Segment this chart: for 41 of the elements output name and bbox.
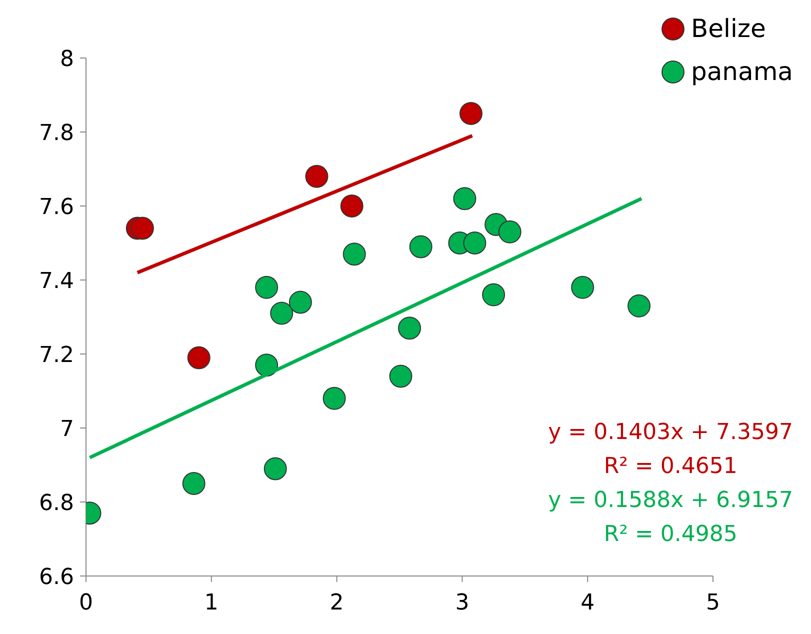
- x-tick-label: 5: [706, 590, 720, 616]
- x-tick-label: 2: [330, 590, 344, 616]
- point: [463, 232, 486, 254]
- y-tick-label: 6.6: [39, 564, 74, 590]
- point: [628, 294, 651, 318]
- point: [571, 276, 594, 299]
- point: [305, 164, 328, 188]
- point: [482, 283, 506, 306]
- annotation: R² = 0.4985: [602, 521, 738, 549]
- y-tick-label: 7.6: [39, 194, 74, 220]
- y-tick-label: 6.8: [39, 490, 74, 516]
- point: [182, 472, 206, 495]
- point: [340, 194, 364, 218]
- y-tick-label: 8: [60, 46, 74, 72]
- point: [264, 457, 287, 480]
- y-tick-label: 7: [60, 416, 74, 442]
- point: [409, 235, 432, 258]
- annotation: R² = 0.4651: [602, 453, 738, 481]
- point: [270, 302, 294, 325]
- x-tick-label: 1: [204, 590, 218, 616]
- point: [288, 290, 312, 314]
- point: [342, 242, 366, 266]
- annotation: y = 0.1403x + 7.3597: [548, 419, 793, 447]
- x-tick-label: 0: [79, 590, 93, 616]
- annotation: y = 0.1588x + 6.9157: [548, 487, 793, 515]
- y-tick-label: 7.4: [39, 268, 74, 294]
- x-tick-label: 3: [455, 590, 470, 616]
- point: [255, 276, 278, 299]
- point: [187, 346, 210, 370]
- point: [498, 220, 522, 244]
- y-tick-label: 7.2: [39, 342, 74, 368]
- point: [130, 216, 154, 240]
- point: [453, 187, 476, 210]
- point: [459, 102, 482, 125]
- point: [398, 316, 422, 340]
- point: [389, 364, 412, 388]
- point: [322, 386, 346, 410]
- legend-label: panama: [690, 57, 793, 86]
- x-tick-label: 4: [580, 590, 595, 616]
- legend-label: Belize: [690, 14, 766, 43]
- y-tick-label: 7.8: [39, 120, 74, 146]
